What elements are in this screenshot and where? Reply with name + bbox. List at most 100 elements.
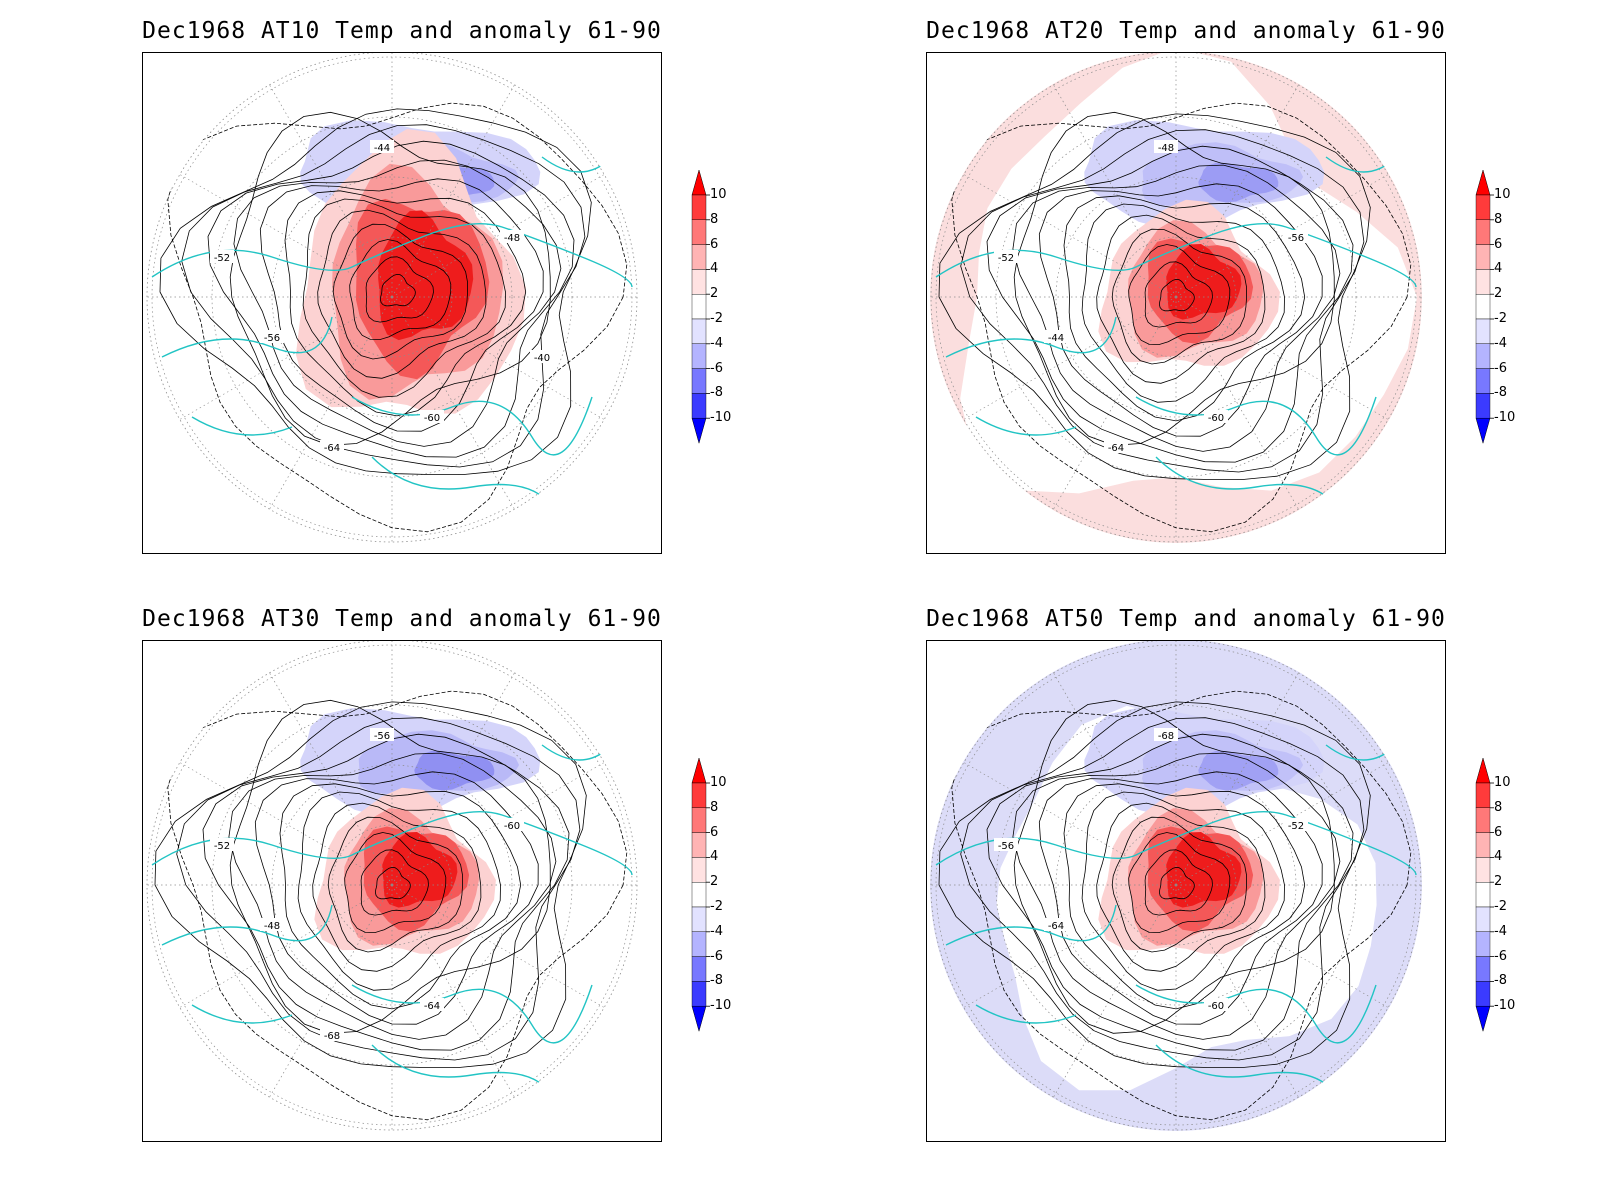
map-boundary bbox=[146, 641, 638, 1131]
colorbar-tick-label: 2 bbox=[1494, 286, 1503, 302]
meridian-gridline bbox=[1052, 884, 1177, 1099]
svg-text:-60: -60 bbox=[1208, 1001, 1224, 1012]
coastline bbox=[191, 416, 293, 436]
colorbar-tick-label: 10 bbox=[710, 775, 727, 790]
meridian-gridline bbox=[962, 761, 1177, 886]
meridian-gridline bbox=[1175, 173, 1390, 298]
panel-title: Dec1968 AT50 Temp and anomaly 61-90 bbox=[926, 606, 1446, 632]
meridian-gridline bbox=[391, 173, 606, 298]
colorbar-tick-label: 6 bbox=[1494, 824, 1503, 840]
contour-label: -52 bbox=[210, 838, 234, 852]
map-content bbox=[146, 53, 638, 543]
colorbar-tick-label: -8 bbox=[1494, 973, 1507, 989]
colorbar-tick-label: -8 bbox=[710, 973, 723, 989]
colorbar-tick-label: -4 bbox=[1494, 923, 1507, 939]
colorbar-swatch bbox=[691, 219, 707, 245]
meridian-gridline bbox=[1175, 884, 1390, 1009]
colorbar-swatch bbox=[1475, 956, 1491, 982]
temperature-contour bbox=[229, 699, 551, 1034]
contour-label: -48 bbox=[1154, 140, 1178, 154]
meridian-gridline bbox=[391, 761, 606, 886]
meridian-gridline bbox=[1175, 296, 1300, 511]
colorbar-tick-label: 4 bbox=[1494, 261, 1503, 277]
temperature-contour bbox=[1038, 183, 1323, 437]
svg-text:-60: -60 bbox=[1208, 413, 1224, 424]
temperature-contour bbox=[332, 223, 469, 360]
temperature-contour bbox=[986, 145, 1354, 463]
meridian-gridline bbox=[1052, 671, 1177, 886]
temperature-contour bbox=[379, 273, 416, 307]
coastline bbox=[541, 148, 636, 208]
meridian-gridline bbox=[1175, 296, 1390, 421]
meridian-gridline bbox=[268, 671, 393, 886]
temperature-contour bbox=[960, 717, 1365, 1061]
temperature-contour bbox=[1096, 802, 1266, 972]
colorbar-tick-label: -4 bbox=[710, 335, 723, 351]
temperature-contour bbox=[1013, 699, 1335, 1034]
meridian-gridline bbox=[391, 884, 516, 1099]
svg-text:-40: -40 bbox=[534, 353, 550, 364]
svg-text:-52: -52 bbox=[998, 253, 1014, 264]
temperature-contour bbox=[1144, 261, 1213, 328]
contour-label: -52 bbox=[1284, 818, 1308, 832]
colorbar-swatch bbox=[1475, 318, 1491, 344]
colorbar-tick-label: 10 bbox=[1494, 775, 1511, 790]
map-panel-at10: Dec1968 AT10 Temp and anomaly 61-90 -44-… bbox=[142, 18, 662, 558]
meridian-gridline bbox=[1175, 761, 1390, 886]
meridian-gridline bbox=[962, 884, 1177, 1009]
colorbar-swatch bbox=[1475, 219, 1491, 245]
colorbar-tick-label: -8 bbox=[1494, 385, 1507, 401]
colorbar-tick-label: 4 bbox=[1494, 849, 1503, 865]
svg-text:-48: -48 bbox=[1158, 143, 1174, 154]
colorbar-scale bbox=[1475, 170, 1494, 445]
svg-text:-48: -48 bbox=[264, 921, 280, 932]
temperature-contour bbox=[1128, 832, 1231, 934]
colorbar-swatch bbox=[691, 906, 707, 932]
colorbar-scale bbox=[691, 170, 710, 445]
meridian-gridline bbox=[1175, 671, 1300, 886]
polar-map: -68 -52 -56 -64 -60 bbox=[926, 640, 1446, 1142]
svg-text:-48: -48 bbox=[504, 233, 520, 244]
colorbar-scale bbox=[691, 758, 710, 1033]
svg-text:-64: -64 bbox=[1048, 921, 1064, 932]
contour-label: -60 bbox=[500, 818, 524, 832]
contour-label: -64 bbox=[1044, 918, 1068, 932]
coastline bbox=[371, 1044, 553, 1096]
colorbar-swatch bbox=[1475, 931, 1491, 957]
svg-text:-56: -56 bbox=[1288, 233, 1304, 244]
colorbar-tick-label: 8 bbox=[1494, 211, 1503, 227]
temperature-contour bbox=[207, 140, 575, 458]
colorbar-tick-label: -6 bbox=[710, 360, 723, 376]
colorbar-swatch bbox=[691, 368, 707, 394]
contour-label: -64 bbox=[1104, 440, 1128, 454]
coastline bbox=[975, 416, 1077, 436]
colorbar-swatch bbox=[691, 269, 707, 295]
latitude-gridline bbox=[271, 176, 513, 418]
temperature-contour bbox=[176, 717, 581, 1061]
colorbar-arrow-max bbox=[691, 170, 707, 196]
colorbar-arrow-min bbox=[691, 417, 707, 445]
colorbar-swatch bbox=[691, 782, 707, 808]
colorbar-tick-label: -4 bbox=[1494, 335, 1507, 351]
temperature-contour bbox=[1013, 111, 1335, 446]
map-content bbox=[930, 641, 1422, 1131]
meridian-gridline bbox=[391, 296, 516, 511]
coastline bbox=[1135, 396, 1377, 456]
map-panel-at30: Dec1968 AT30 Temp and anomaly 61-90 -56-… bbox=[142, 606, 662, 1146]
temperature-contour bbox=[1158, 278, 1195, 312]
temperature-contour bbox=[960, 129, 1365, 473]
map-content bbox=[146, 641, 638, 1131]
colorbar-swatch bbox=[691, 194, 707, 220]
latitude-gridline bbox=[1055, 764, 1297, 1006]
coastline bbox=[161, 316, 333, 358]
panel-title: Dec1968 AT10 Temp and anomaly 61-90 bbox=[142, 18, 662, 44]
temperature-contour bbox=[1081, 791, 1285, 991]
svg-text:-64: -64 bbox=[324, 443, 340, 454]
coastline bbox=[151, 811, 633, 876]
contour-label: -68 bbox=[1154, 728, 1178, 742]
temperature-contour bbox=[1063, 195, 1306, 422]
temperature-contour bbox=[344, 832, 447, 934]
temperature-contour bbox=[279, 783, 522, 1010]
contour-label: -64 bbox=[420, 998, 444, 1012]
colorbar-swatch bbox=[691, 343, 707, 369]
